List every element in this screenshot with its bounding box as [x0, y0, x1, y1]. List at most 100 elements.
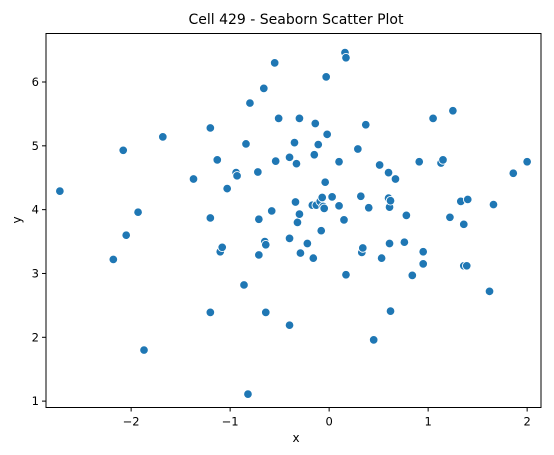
data-point: [302, 238, 313, 249]
data-point: [259, 83, 269, 94]
data-point: [205, 307, 216, 318]
data-point: [108, 254, 119, 265]
data-point: [522, 157, 532, 167]
data-point: [294, 209, 305, 219]
x-tick-label: −1: [222, 415, 239, 429]
data-point: [118, 145, 128, 156]
data-point: [241, 139, 251, 149]
data-point: [399, 237, 410, 247]
data-point: [327, 192, 337, 202]
data-point: [232, 171, 242, 181]
data-point: [462, 261, 472, 271]
data-point: [222, 183, 232, 194]
data-point: [414, 157, 424, 167]
chart-title: Cell 429 - Seaborn Scatter Plot: [188, 12, 404, 28]
data-point: [308, 253, 319, 263]
data-point: [212, 155, 223, 165]
data-point: [291, 158, 302, 169]
y-axis-label: y: [10, 216, 24, 223]
data-point: [284, 233, 295, 244]
data-point: [334, 157, 344, 167]
data-point: [383, 167, 394, 178]
data-point: [139, 345, 149, 355]
data-point: [361, 120, 371, 130]
y-tick-label: 6: [32, 75, 39, 89]
data-point: [428, 113, 438, 124]
y-tick-label: 2: [32, 330, 39, 344]
x-tick-label: −2: [123, 415, 140, 429]
data-point: [401, 210, 412, 221]
data-point: [289, 137, 300, 148]
data-point: [448, 105, 458, 116]
data-point: [508, 168, 519, 179]
data-point: [270, 156, 281, 166]
data-point: [368, 335, 379, 345]
data-point: [243, 389, 253, 399]
data-point: [254, 250, 264, 260]
data-point: [284, 152, 295, 163]
data-point: [484, 286, 495, 297]
data-point: [254, 214, 264, 224]
y-tick-label: 3: [32, 266, 39, 280]
data-point: [188, 174, 199, 184]
data-point: [438, 155, 448, 165]
data-point: [488, 199, 499, 210]
data-point: [295, 248, 306, 258]
data-point: [358, 243, 368, 253]
data-point: [385, 195, 396, 206]
data-point: [322, 129, 332, 140]
data-point: [385, 306, 396, 316]
data-point: [319, 203, 329, 214]
plot-frame: [45, 33, 542, 408]
data-point: [261, 239, 271, 250]
data-point: [284, 320, 295, 330]
x-tick-label: 0: [325, 415, 332, 429]
x-axis-label: x: [292, 431, 299, 445]
data-point: [462, 194, 473, 205]
y-tick-label: 5: [32, 139, 39, 153]
data-point: [334, 201, 344, 211]
data-point: [290, 197, 301, 207]
data-point: [309, 150, 320, 160]
data-point: [320, 177, 330, 187]
data-point: [353, 144, 363, 154]
data-point: [390, 174, 401, 184]
y-tick-label: 4: [32, 203, 39, 217]
data-point: [205, 213, 216, 223]
data-point: [217, 242, 227, 253]
x-axis: −2 −1 0 1 2: [123, 407, 531, 429]
data-point: [363, 202, 374, 213]
data-point: [356, 191, 366, 201]
data-point: [341, 270, 351, 280]
data-point: [269, 58, 280, 68]
data-point: [316, 225, 326, 236]
data-point: [418, 259, 428, 269]
data-point: [341, 53, 351, 63]
data-point: [158, 132, 168, 142]
data-point: [273, 113, 284, 124]
data-point: [266, 206, 277, 216]
data-point: [55, 186, 65, 196]
data-point: [313, 139, 324, 150]
data-point: [321, 72, 331, 82]
data-point: [374, 160, 385, 170]
y-tick-label: 1: [32, 394, 39, 408]
data-point: [376, 253, 387, 263]
x-tick-label: 2: [523, 415, 530, 429]
data-point: [418, 247, 428, 257]
data-point: [133, 207, 143, 217]
data-point: [261, 307, 271, 318]
data-point: [294, 113, 305, 124]
points-layer: [55, 47, 532, 399]
data-point: [253, 167, 263, 177]
data-point: [292, 217, 303, 228]
data-point: [239, 280, 249, 290]
x-tick-label: 1: [424, 415, 431, 429]
y-axis: 1 2 3 4 5 6: [32, 75, 46, 408]
data-point: [339, 215, 349, 225]
data-point: [459, 219, 469, 230]
data-point: [310, 118, 321, 129]
data-point: [245, 98, 255, 108]
data-point: [384, 238, 395, 249]
